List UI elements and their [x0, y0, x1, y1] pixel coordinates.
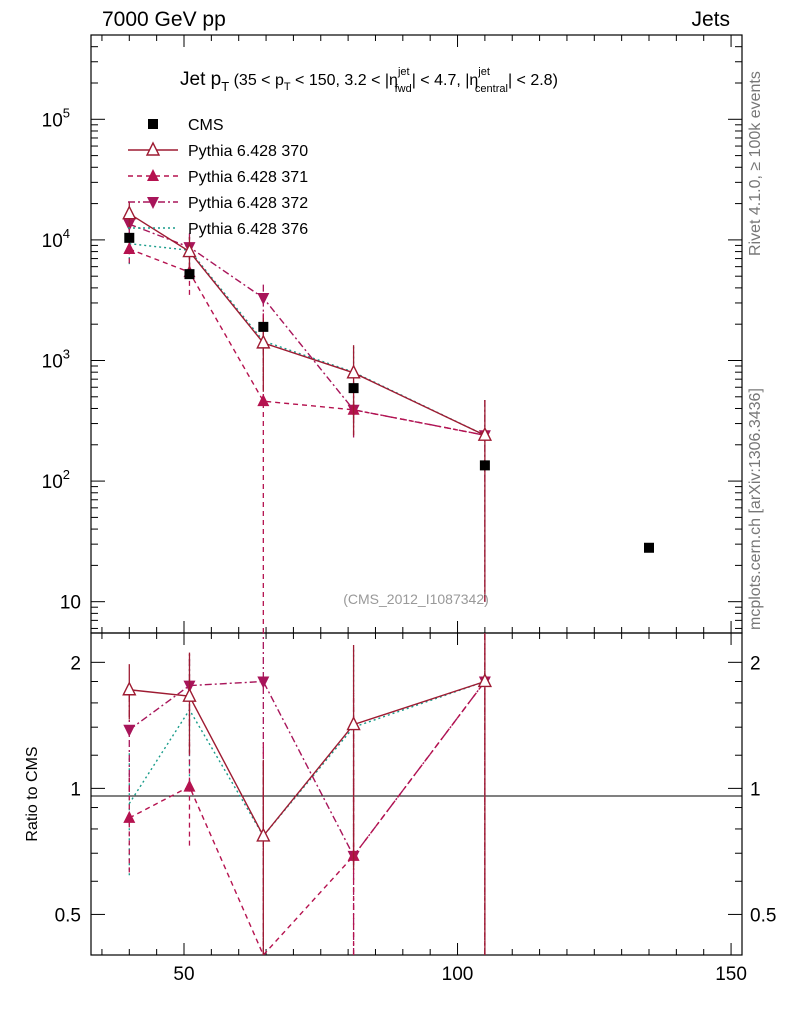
series-4-group — [128, 229, 486, 602]
y-tick-label: 102 — [42, 467, 70, 493]
y-tick-label: 103 — [42, 346, 70, 372]
data-point — [256, 334, 271, 349]
legend-marker — [147, 197, 159, 209]
legend-item: Pythia 6.428 376 — [128, 221, 308, 238]
ratio-tick-label-right: 0.5 — [750, 905, 776, 926]
y-tick-label: 105 — [42, 105, 70, 131]
ratio-tick-label: 2 — [70, 653, 81, 674]
ratio-line — [128, 680, 486, 838]
series-line — [129, 223, 486, 436]
data-point — [123, 242, 136, 255]
cms-data-group — [124, 232, 654, 553]
legend-item: Pythia 6.428 372 — [128, 195, 308, 212]
data-point — [257, 292, 270, 305]
cms-point — [479, 460, 490, 471]
ratio-line — [128, 681, 486, 957]
legend-marker — [148, 119, 158, 129]
analysis-label: (CMS_2012_I1087342) — [343, 591, 489, 607]
ratio-point — [123, 724, 136, 737]
data-point — [346, 364, 361, 379]
series-3-group — [123, 207, 491, 602]
ratio-line — [129, 680, 486, 838]
cms-point — [644, 542, 654, 553]
legend-item: Pythia 6.428 371 — [128, 169, 308, 186]
ratio-point — [346, 716, 361, 731]
x-tick-label: 50 — [173, 964, 194, 985]
legend: CMS Pythia 6.428 370 Pythia 6.428 371 Pythi… — [128, 117, 308, 238]
series-line — [129, 248, 486, 436]
legend-label: Pythia 6.428 370 — [188, 143, 308, 160]
header-collision-label: 7000 GeV pp — [102, 8, 226, 31]
legend-label: Pythia 6.428 372 — [188, 195, 308, 212]
ratio-tick-label-right: 1 — [750, 779, 761, 800]
series-layer — [122, 202, 654, 633]
cms-point — [258, 321, 269, 332]
ratio-series-2-group — [123, 633, 491, 957]
ratio-tick-label-right: 2 — [750, 653, 761, 674]
legend-label: Pythia 6.428 376 — [188, 221, 308, 238]
cms-point — [184, 269, 195, 280]
ratio-series-1-group — [122, 633, 493, 955]
x-tick-label: 150 — [715, 964, 747, 985]
ratio-panel-frame — [90, 632, 743, 956]
ratio-tick-label: 0.5 — [55, 905, 81, 926]
legend-marker — [145, 141, 161, 156]
cms-point — [124, 232, 135, 243]
ratio-point — [257, 676, 270, 689]
legend-marker — [147, 169, 159, 181]
x-tick-label: 100 — [442, 964, 474, 985]
axis-ticks: 50 100 150 10 102 103 104 105 0.5 0.5 1 1 2 2 — [42, 34, 776, 985]
ratio-point — [123, 810, 136, 823]
data-point — [477, 426, 493, 441]
header-observable-group: Jets — [691, 8, 730, 31]
legend-label: Pythia 6.428 371 — [188, 169, 308, 186]
ratio-tick-label: 1 — [70, 779, 81, 800]
series-1-group — [122, 202, 493, 602]
ratio-axis-label: Ratio to CMS — [24, 746, 41, 841]
data-point — [257, 394, 270, 407]
legend-item: Pythia 6.428 370 — [128, 141, 308, 160]
ratio-point — [122, 681, 137, 696]
data-point — [182, 243, 197, 258]
chart-title: Jet pT (35 < pT < 150, 3.2 < |ηjet fwd| <… — [180, 66, 558, 95]
ratio-point — [256, 827, 271, 842]
cms-point — [348, 383, 359, 394]
ratio-point — [477, 672, 493, 688]
y-tick-label: 104 — [42, 226, 70, 252]
ratio-layer — [122, 633, 493, 957]
data-point — [122, 205, 137, 220]
ratio-point — [182, 687, 197, 702]
series-line — [129, 242, 486, 436]
ratio-point — [183, 779, 196, 792]
series-2-group — [123, 237, 491, 633]
legend-label: CMS — [188, 117, 224, 134]
y-tick-label: 10 — [60, 593, 81, 614]
legend-item: CMS — [148, 117, 224, 134]
ratio-line — [128, 680, 486, 858]
series-line — [128, 213, 486, 436]
